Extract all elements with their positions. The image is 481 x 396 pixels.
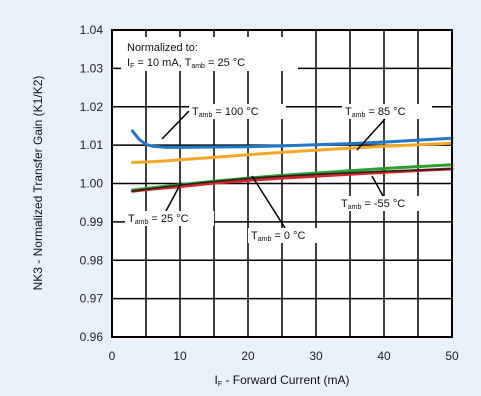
x-tick-label: 0 [109,349,116,363]
label-0-main: T [251,230,258,242]
x-axis-label: IF - Forward Current (mA) [215,373,350,388]
x-axis-label-rest: - Forward Current (mA) [222,373,349,387]
label-0-sub: amb [258,236,272,243]
leader-25 [165,182,182,212]
x-tick-label: 50 [445,349,459,363]
label-m55: Tamb = -55 °C [341,198,405,211]
leader-0 [251,175,286,229]
y-tick-label: 0.98 [80,253,104,267]
plot-frame [111,29,453,338]
series-layer [130,129,454,193]
label-25-rest: = 25 °C [148,213,188,225]
label-85-rest: = 85 °C [365,106,405,118]
leader-m55 [371,175,384,197]
label-m55-main: T [341,198,348,210]
leader-85 [356,118,386,151]
x-axis-label-main: I [215,373,218,387]
label-25-main: T [128,213,135,225]
note-line2-mid: = 10 mA, T [134,57,191,69]
ticks: 0 10 20 30 40 50 0.96 0.97 0.98 0.99 1.00 1.01 1.02 1… [80,23,459,363]
x-axis-label-sub: F [218,381,222,388]
y-axis-label: NK3 - Normalized Transfer Gain (K1/K2) [31,76,45,291]
label-100-rest: = 100 °C [212,106,258,118]
note-line2: IF = 10 mA, Tamb = 25 °C [127,57,245,70]
label-85-sub: amb [352,112,366,119]
label-bg-25 [125,211,214,226]
label-0-rest: = 0 °C [271,230,305,242]
series-line-1 [130,141,454,164]
note-box [121,37,298,71]
label-bg-m55 [338,196,436,211]
label-25-sub: amb [135,219,149,226]
label-85: Tamb = 85 °C [345,106,406,119]
label-bg-0 [248,228,330,243]
annotations: Tamb = 100 °C Tamb = 85 °C Tamb = 25 °C … [125,104,436,243]
note-line2-sub2: amb [191,63,205,70]
label-bg-100 [189,104,286,119]
x-tick-label: 10 [173,349,187,363]
y-tick-label: 0.99 [80,215,104,229]
label-85-main: T [345,106,352,118]
series-line-3 [130,167,454,193]
note-line2-main: I [127,57,130,69]
y-tick-label: 1.00 [80,177,104,191]
y-tick-label: 1.02 [80,100,104,114]
y-tick-label: 0.96 [80,330,104,344]
note-line1: Normalized to: [127,42,198,54]
label-bg-85 [342,104,432,119]
y-tick-label: 0.97 [80,292,104,306]
series-line-4 [131,168,453,192]
label-100-main: T [192,106,199,118]
x-tick-label: 30 [309,349,323,363]
x-tick-label: 20 [241,349,255,363]
y-tick-label: 1.01 [80,138,104,152]
label-m55-rest: = -55 °C [361,198,405,210]
label-25: Tamb = 25 °C [128,213,189,226]
x-tick-label: 40 [377,349,391,363]
note-line2-sub: F [130,63,134,70]
leader-100 [161,110,190,140]
series-line-0 [130,129,454,149]
y-tick-label: 1.03 [80,61,104,75]
label-100-sub: amb [199,112,213,119]
label-100: Tamb = 100 °C [192,106,259,119]
y-tick-label: 1.04 [80,23,104,37]
label-m55-sub: amb [348,204,362,211]
label-0: Tamb = 0 °C [251,230,305,243]
note-line2-rest: = 25 °C [205,57,245,69]
